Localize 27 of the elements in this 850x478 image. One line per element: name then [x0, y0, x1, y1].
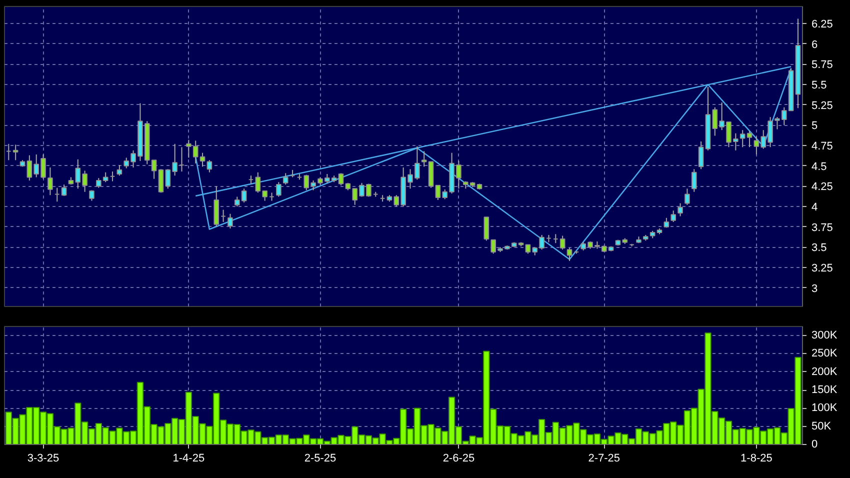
- x-tick-label: 2-5-25: [304, 452, 336, 464]
- y-tick-label: 3.25: [812, 262, 833, 274]
- y-tick-label: 6: [812, 38, 818, 51]
- y-tick-label: 4: [812, 202, 818, 214]
- y-tick-label: 6.25: [812, 18, 833, 31]
- y-tick-label: 250K: [812, 348, 838, 360]
- y-tick-label: 5: [812, 120, 818, 132]
- y-tick-label: 200K: [812, 366, 838, 378]
- x-tick-label: 1-4-25: [172, 452, 205, 464]
- y-tick-label: 4.25: [812, 181, 833, 194]
- y-tick-label: 5.75: [812, 59, 833, 72]
- x-tick-label: 1-8-25: [740, 452, 772, 464]
- y-tick-label: 3.75: [812, 222, 833, 234]
- y-tick-label: 3: [812, 282, 818, 295]
- x-tick-label: 2-6-25: [442, 452, 475, 464]
- x-tick-label: 2-7-25: [588, 452, 620, 464]
- y-tick-label: 300K: [812, 330, 838, 342]
- x-tick-label: 3-3-25: [27, 452, 60, 464]
- y-tick-label: 4.5: [812, 160, 827, 173]
- y-tick-label: 4.75: [812, 140, 833, 153]
- y-tick-label: 100K: [812, 402, 838, 414]
- y-tick-label: 5.25: [812, 100, 833, 112]
- y-tick-label: 3.5: [812, 242, 827, 254]
- y-tick-label: 150K: [812, 384, 838, 396]
- y-tick-label: 5.5: [812, 80, 827, 92]
- y-tick-label: 0: [812, 438, 818, 450]
- y-tick-label: 50K: [812, 420, 832, 432]
